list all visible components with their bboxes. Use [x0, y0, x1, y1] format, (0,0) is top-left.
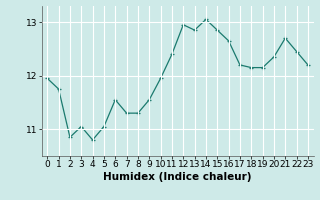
X-axis label: Humidex (Indice chaleur): Humidex (Indice chaleur)	[103, 172, 252, 182]
